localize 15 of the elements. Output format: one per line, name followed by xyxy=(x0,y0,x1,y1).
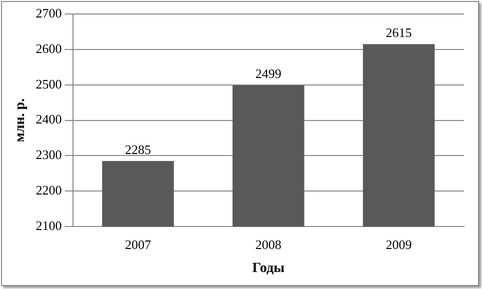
y-tick-label: 2200 xyxy=(36,182,62,198)
data-label: 2285 xyxy=(125,142,151,157)
y-tick-label: 2100 xyxy=(36,218,62,234)
y-tick-label: 2600 xyxy=(36,40,62,56)
y-axis-title: млн. р. xyxy=(13,98,28,142)
x-tick-label: 2007 xyxy=(125,236,152,252)
data-label: 2615 xyxy=(386,25,412,40)
y-tick-label: 2500 xyxy=(36,76,62,92)
x-tick-label: 2008 xyxy=(255,236,282,252)
y-tick-label: 2300 xyxy=(36,147,62,162)
x-tick-label: 2009 xyxy=(386,236,412,252)
data-label: 2499 xyxy=(255,66,282,82)
y-tick-label: 2400 xyxy=(36,112,62,127)
y-tick-label: 2700 xyxy=(36,5,62,20)
x-axis-title: Годы xyxy=(252,261,285,276)
